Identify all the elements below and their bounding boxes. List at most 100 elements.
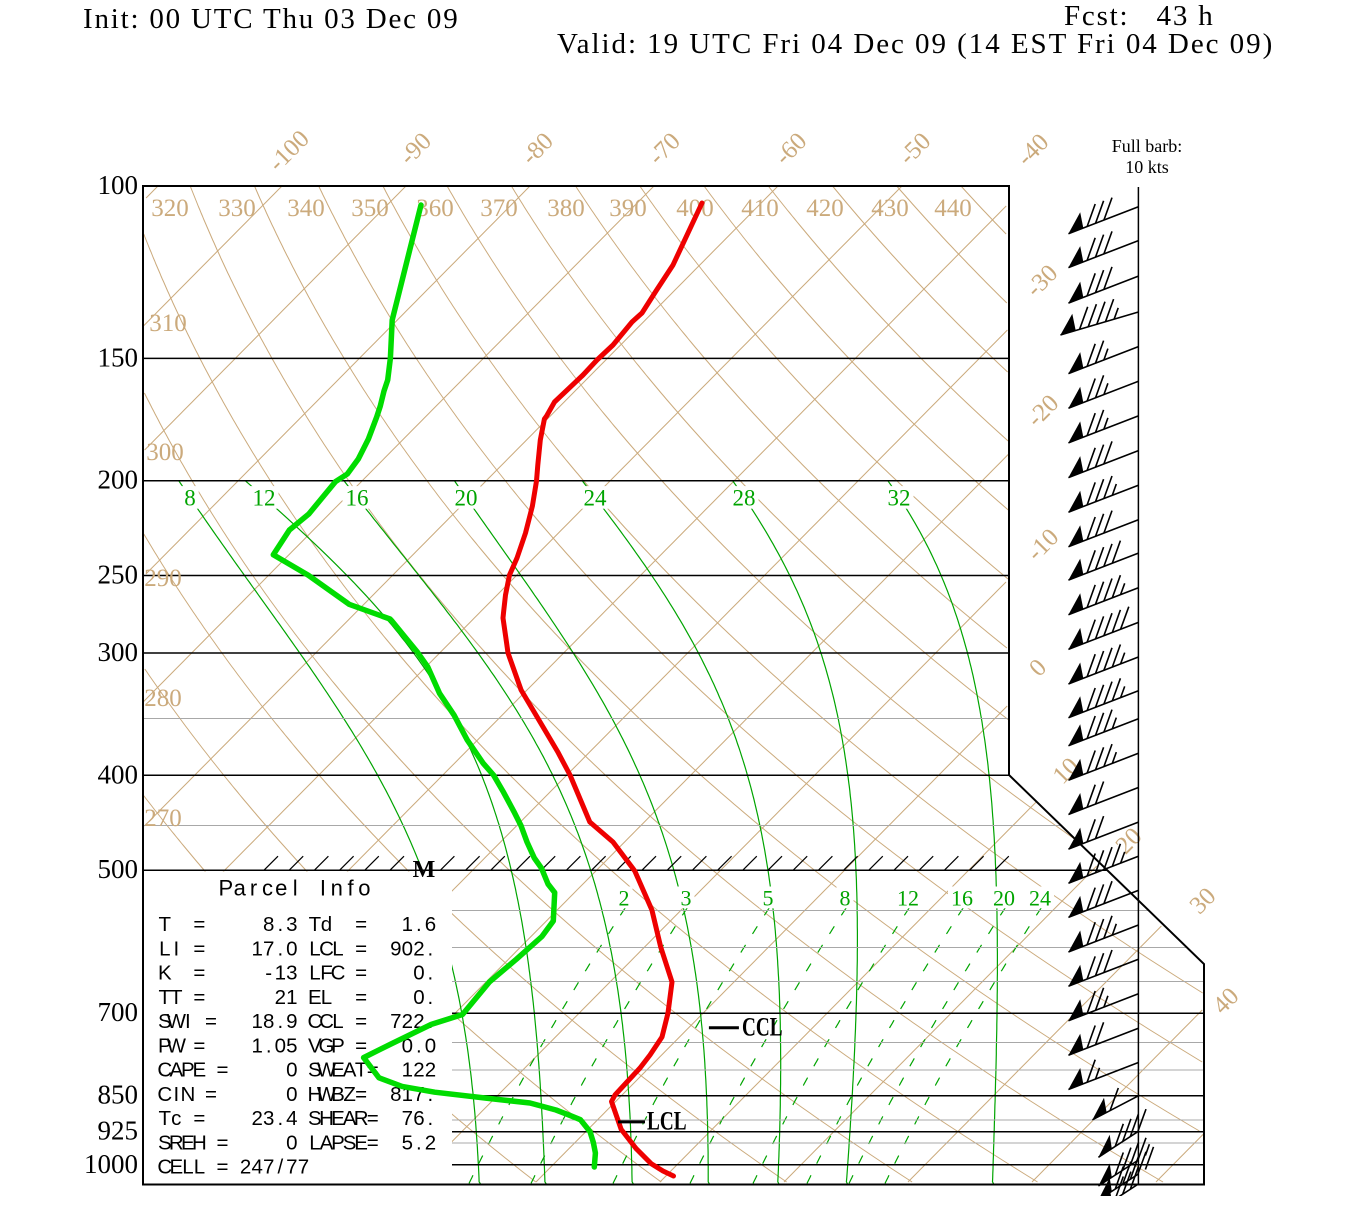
svg-text:e: e (275, 876, 287, 901)
svg-text:L: L (309, 1131, 320, 1154)
svg-text:l: l (293, 876, 298, 901)
svg-text:2: 2 (251, 1107, 262, 1130)
svg-text:S: S (158, 1010, 172, 1033)
svg-text:S: S (158, 1131, 172, 1154)
svg-text:CCL: CCL (742, 1013, 783, 1041)
svg-text:440: 440 (934, 195, 972, 222)
svg-text:R: R (354, 1107, 369, 1130)
svg-text:=: = (205, 1083, 217, 1106)
svg-text:9: 9 (390, 937, 401, 960)
svg-text:430: 430 (871, 195, 909, 222)
svg-text:S: S (308, 1107, 322, 1130)
svg-text:3: 3 (286, 962, 297, 985)
svg-text:S: S (308, 1059, 322, 1082)
svg-text:925: 925 (98, 1116, 139, 1146)
svg-text:290: 290 (144, 565, 182, 592)
svg-text:d: d (321, 913, 332, 936)
svg-text:P: P (331, 1034, 345, 1057)
svg-text:.: . (428, 1107, 434, 1130)
svg-text:6: 6 (413, 1107, 424, 1130)
svg-text:P: P (219, 876, 234, 901)
svg-text:2: 2 (425, 1059, 436, 1082)
svg-text:.: . (266, 1034, 272, 1057)
svg-text:5: 5 (286, 1034, 297, 1057)
svg-text:4: 4 (251, 1156, 262, 1179)
svg-text:350: 350 (351, 195, 389, 222)
svg-text:=: = (355, 937, 367, 960)
svg-text:=: = (193, 986, 205, 1009)
svg-text:1: 1 (275, 962, 286, 985)
svg-text:H: H (307, 1083, 322, 1106)
svg-text:1: 1 (402, 913, 413, 936)
svg-text:.: . (428, 1083, 434, 1106)
svg-text:A: A (343, 1107, 357, 1130)
svg-text:0: 0 (275, 1034, 286, 1057)
svg-text:0: 0 (286, 1059, 297, 1082)
svg-text:8: 8 (263, 1010, 274, 1033)
svg-text:K: K (158, 962, 172, 985)
svg-text:6: 6 (425, 913, 436, 936)
svg-text:420: 420 (806, 195, 844, 222)
svg-text:2: 2 (275, 986, 286, 1009)
svg-text:380: 380 (547, 195, 585, 222)
svg-text:L: L (159, 937, 170, 960)
svg-text:0: 0 (286, 937, 297, 960)
svg-text:H: H (319, 1107, 334, 1130)
svg-text:410: 410 (741, 195, 779, 222)
svg-text:20: 20 (993, 885, 1015, 910)
svg-text:T: T (159, 986, 172, 1009)
svg-text:o: o (358, 876, 370, 901)
svg-text:E: E (331, 1107, 345, 1130)
svg-text:Full barb:: Full barb: (1112, 136, 1183, 156)
svg-text:100: 100 (98, 170, 139, 200)
svg-text:20: 20 (455, 486, 478, 511)
svg-text:10 kts: 10 kts (1125, 157, 1169, 177)
svg-text:7: 7 (263, 937, 274, 960)
svg-text:=: = (193, 1034, 205, 1057)
svg-text:400: 400 (98, 759, 139, 789)
svg-text:8: 8 (390, 1083, 401, 1106)
svg-text:=: = (217, 1059, 229, 1082)
svg-text:n: n (331, 876, 343, 901)
svg-text:N: N (180, 1083, 195, 1106)
svg-text:7: 7 (413, 1083, 424, 1106)
svg-text:M: M (413, 857, 436, 883)
svg-text:=: = (367, 1107, 379, 1130)
svg-text:H: H (192, 1131, 207, 1154)
svg-text:270: 270 (144, 805, 182, 832)
svg-text:250: 250 (98, 560, 139, 590)
svg-text:5: 5 (402, 1131, 413, 1154)
svg-text:Init: 00 UTC Thu 03 Dec 09: Init: 00 UTC Thu 03 Dec 09 (83, 3, 460, 35)
svg-text:A: A (169, 1059, 183, 1082)
svg-text:Fcst: 43 h: Fcst: 43 h (1064, 0, 1215, 32)
svg-text:V: V (308, 1034, 322, 1057)
svg-text:0: 0 (425, 1034, 436, 1057)
svg-text:E: E (169, 1156, 183, 1179)
svg-text:T: T (159, 1107, 172, 1130)
svg-text:390: 390 (609, 195, 647, 222)
svg-text:r: r (250, 876, 257, 901)
svg-text:330: 330 (218, 195, 256, 222)
svg-text:200: 200 (98, 465, 139, 495)
svg-text:P: P (331, 1131, 345, 1154)
svg-text:a: a (234, 876, 247, 901)
svg-text:=: = (355, 1034, 367, 1057)
svg-text:4: 4 (286, 1107, 297, 1130)
svg-text:.: . (428, 1010, 434, 1033)
svg-text:E: E (193, 1059, 207, 1082)
svg-text:24: 24 (1029, 885, 1051, 910)
svg-text:=: = (355, 1010, 367, 1033)
svg-text:=: = (355, 986, 367, 1009)
svg-text:.: . (277, 937, 283, 960)
svg-text:W: W (167, 1034, 187, 1057)
svg-text:=: = (217, 1131, 229, 1154)
svg-text:A: A (343, 1059, 357, 1082)
svg-text:28: 28 (733, 486, 756, 511)
svg-text:T: T (355, 1059, 368, 1082)
svg-text:.: . (277, 913, 283, 936)
svg-text:850: 850 (98, 1080, 139, 1110)
svg-text:=: = (355, 1083, 367, 1106)
svg-text:2: 2 (619, 885, 630, 910)
svg-text:A: A (320, 1131, 334, 1154)
svg-text:3: 3 (681, 885, 692, 910)
